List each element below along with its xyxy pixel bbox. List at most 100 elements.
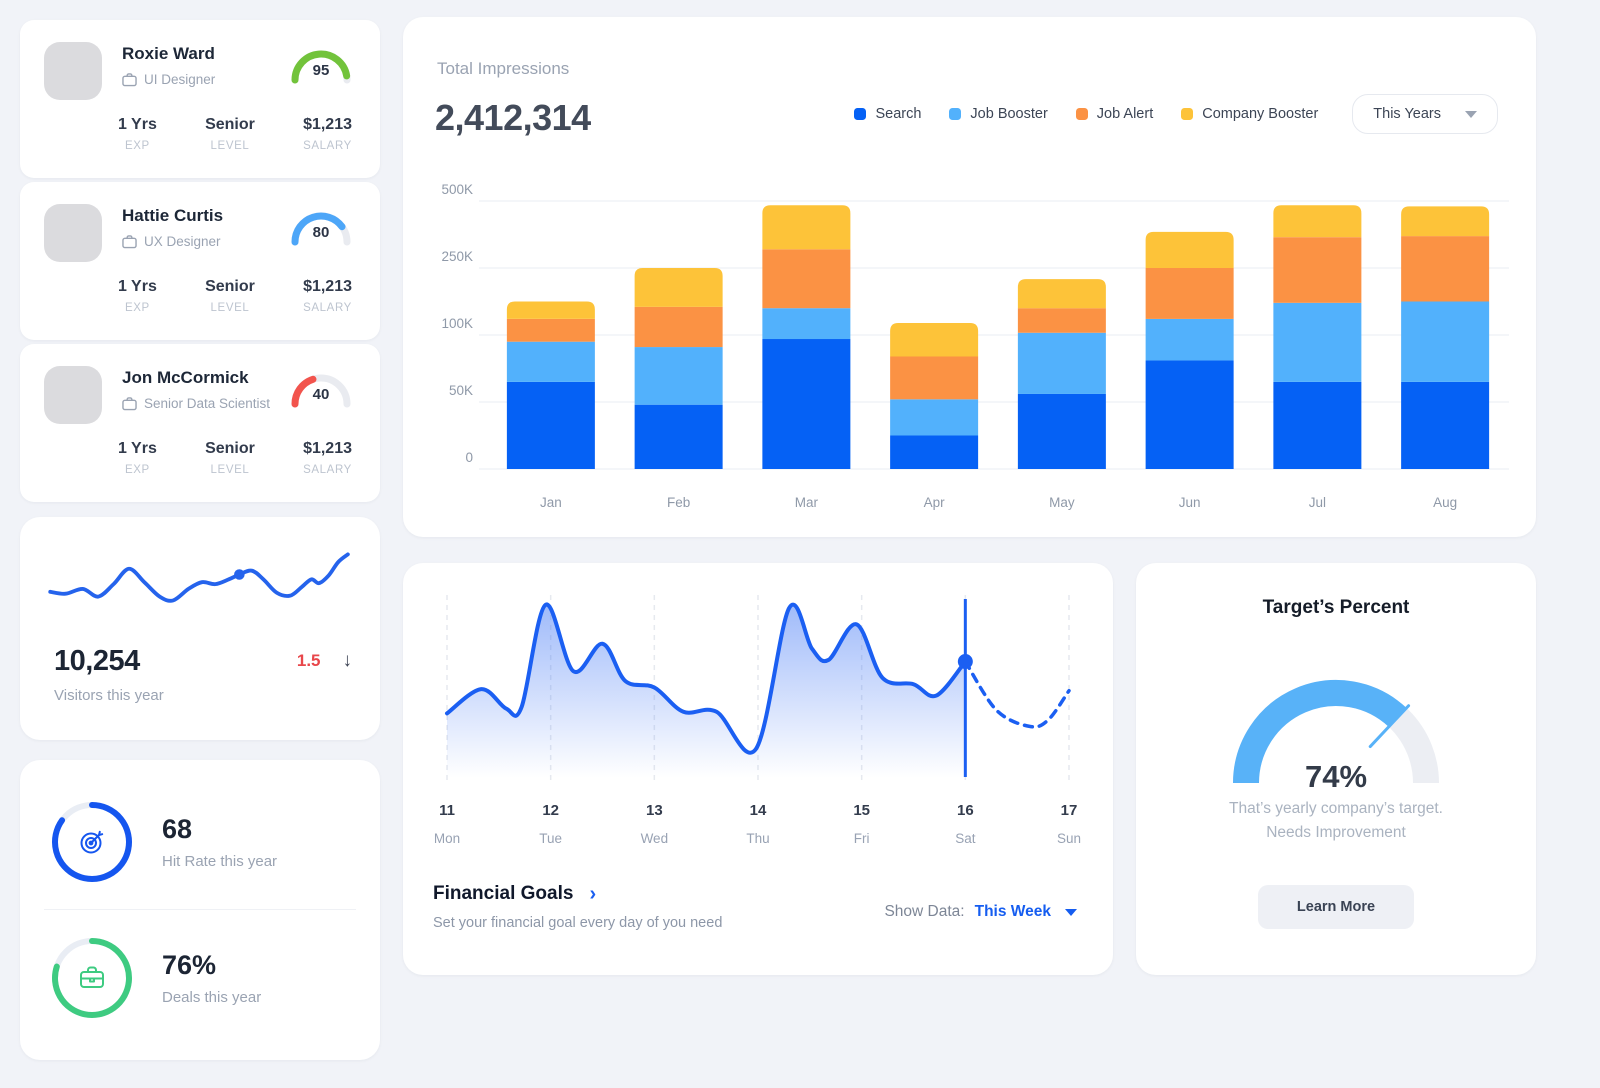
score-value: 80 bbox=[312, 224, 330, 241]
salary-value: $1,213 bbox=[303, 440, 352, 457]
svg-text:May: May bbox=[1049, 495, 1075, 510]
avatar bbox=[44, 204, 102, 262]
svg-text:12: 12 bbox=[542, 802, 559, 819]
visitors-value: 10,254 bbox=[54, 645, 140, 677]
svg-text:Apr: Apr bbox=[924, 495, 946, 510]
score-gauge bbox=[291, 374, 351, 408]
salary-label: SALARY bbox=[303, 302, 352, 314]
legend-label: Job Booster bbox=[970, 106, 1048, 122]
level-label: LEVEL bbox=[210, 140, 250, 152]
employee-name: Jon McCormick bbox=[122, 368, 249, 387]
divider bbox=[44, 909, 356, 910]
level-value: Senior bbox=[205, 440, 255, 457]
legend-item[interactable]: Job Booster bbox=[949, 106, 1048, 122]
employee-name: Roxie Ward bbox=[122, 44, 215, 63]
briefcase-icon bbox=[122, 396, 137, 410]
svg-text:Aug: Aug bbox=[1433, 495, 1457, 510]
deals-ring bbox=[52, 938, 132, 1018]
exp-value: 1 Yrs bbox=[118, 116, 157, 133]
svg-text:13: 13 bbox=[646, 802, 663, 819]
exp-label: EXP bbox=[125, 302, 150, 314]
score-gauge bbox=[291, 50, 351, 84]
svg-text:14: 14 bbox=[750, 802, 767, 819]
arrow-down-icon: ↓ bbox=[342, 650, 353, 671]
financial-goals-card: 11 Mon 12 Tue 13 Wed 14 Thu 15 Fri 16 Sat 17 Sun Fina… bbox=[403, 563, 1113, 975]
target-percent-card: Target’s Percent 74% That’s yearly compa… bbox=[1136, 563, 1536, 975]
hit-rate-label: Hit Rate this year bbox=[162, 853, 278, 870]
employee-card[interactable]: Hattie Curtis UX Designer 80 1 Yrs EXP Se… bbox=[20, 182, 380, 340]
employee-name: Hattie Curtis bbox=[122, 206, 224, 225]
exp-label: EXP bbox=[125, 464, 150, 476]
salary-value: $1,213 bbox=[303, 116, 352, 133]
svg-text:250K: 250K bbox=[441, 249, 473, 264]
legend-item[interactable]: Job Alert bbox=[1075, 106, 1154, 122]
target-gauge: 74% bbox=[1233, 680, 1439, 791]
svg-text:50K: 50K bbox=[449, 383, 473, 398]
metrics-card: 68 Hit Rate this year 76% Deals this yea… bbox=[20, 760, 380, 1060]
impressions-total: 2,412,314 bbox=[435, 97, 591, 138]
employee-role: Senior Data Scientist bbox=[144, 396, 271, 411]
legend-swatch bbox=[1181, 108, 1194, 120]
show-data-value[interactable]: This Week bbox=[974, 903, 1051, 920]
target-caption-line2: Needs Improvement bbox=[1266, 824, 1406, 841]
legend-label: Company Booster bbox=[1202, 106, 1319, 122]
svg-text:16: 16 bbox=[957, 802, 974, 819]
svg-text:100K: 100K bbox=[441, 316, 473, 331]
svg-text:500K: 500K bbox=[441, 182, 473, 197]
svg-text:Mon: Mon bbox=[434, 831, 460, 846]
year-filter-value: This Years bbox=[1373, 106, 1441, 122]
employee-role: UX Designer bbox=[144, 234, 221, 249]
exp-value: 1 Yrs bbox=[118, 278, 157, 295]
svg-text:Feb: Feb bbox=[667, 495, 690, 510]
legend-item[interactable]: Search bbox=[854, 106, 921, 122]
svg-text:17: 17 bbox=[1061, 802, 1078, 819]
deals-value: 76% bbox=[162, 950, 217, 980]
visitors-card: 10,254 Visitors this year 1.5 ↓ bbox=[20, 517, 380, 740]
salary-value: $1,213 bbox=[303, 278, 352, 295]
chevron-down-icon[interactable] bbox=[1065, 908, 1077, 916]
legend-swatch bbox=[1075, 108, 1088, 120]
svg-text:74%: 74% bbox=[1305, 759, 1367, 791]
svg-text:Sun: Sun bbox=[1057, 831, 1081, 846]
chevron-right-icon[interactable]: › bbox=[589, 883, 597, 905]
score-value: 40 bbox=[312, 386, 330, 403]
score-value: 95 bbox=[312, 62, 330, 79]
salary-label: SALARY bbox=[303, 464, 352, 476]
target-icon bbox=[80, 830, 104, 854]
legend-label: Job Alert bbox=[1096, 106, 1154, 122]
exp-label: EXP bbox=[125, 140, 150, 152]
target-title: Target’s Percent bbox=[1262, 597, 1410, 618]
employee-card[interactable]: Jon McCormick Senior Data Scientist 40 1… bbox=[20, 344, 380, 502]
impressions-card: Total Impressions 2,412,314 Search Job Bo… bbox=[403, 17, 1536, 537]
level-value: Senior bbox=[205, 116, 255, 133]
briefcase-icon bbox=[122, 234, 137, 248]
briefcase-icon bbox=[80, 966, 104, 988]
deals-label: Deals this year bbox=[162, 989, 262, 1006]
legend-item[interactable]: Company Booster bbox=[1181, 106, 1318, 122]
employee-card[interactable]: Roxie Ward UI Designer 95 1 Yrs EXP Senio… bbox=[20, 20, 380, 178]
svg-text:Jan: Jan bbox=[540, 495, 562, 510]
hit-rate-ring bbox=[52, 802, 132, 882]
visitors-label: Visitors this year bbox=[54, 687, 164, 704]
level-label: LEVEL bbox=[210, 464, 250, 476]
hit-rate-row: 68 Hit Rate this year bbox=[50, 782, 352, 902]
target-caption: That’s yearly company’s target. Needs Im… bbox=[1136, 797, 1536, 845]
briefcase-icon bbox=[122, 72, 137, 86]
level-value: Senior bbox=[205, 278, 255, 295]
hit-rate-value: 68 bbox=[162, 814, 193, 844]
year-filter-dropdown[interactable]: This Years bbox=[1352, 94, 1498, 134]
score-gauge bbox=[291, 212, 351, 246]
financial-area-chart: 11 Mon 12 Tue 13 Wed 14 Thu 15 Fri 16 Sat 17 Sun bbox=[434, 595, 1081, 846]
target-caption-line1: That’s yearly company’s target. bbox=[1229, 800, 1443, 817]
legend-label: Search bbox=[875, 106, 922, 122]
svg-text:15: 15 bbox=[853, 802, 870, 819]
deals-row: 76% Deals this year bbox=[50, 918, 352, 1038]
learn-more-button[interactable]: Learn More bbox=[1258, 885, 1414, 929]
salary-label: SALARY bbox=[303, 140, 352, 152]
visitors-delta: 1.5 bbox=[296, 651, 321, 670]
svg-text:Wed: Wed bbox=[641, 831, 669, 846]
svg-text:Mar: Mar bbox=[795, 495, 819, 510]
avatar bbox=[44, 42, 102, 100]
svg-text:Fri: Fri bbox=[854, 831, 870, 846]
